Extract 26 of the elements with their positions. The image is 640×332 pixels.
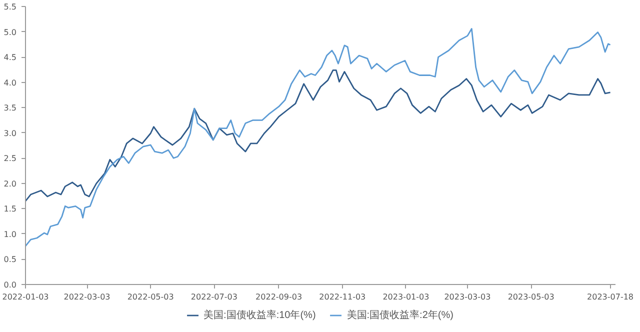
y-tick-label: 2.5 (4, 154, 17, 164)
y-tick-label: 2.0 (4, 179, 17, 188)
x-tick-label: 2023-01-03 (382, 292, 430, 302)
y-tick-label: 0.0 (4, 280, 17, 290)
y-tick-label: 5.5 (4, 2, 17, 12)
y-tick-label: 0.5 (4, 255, 17, 264)
x-tick-label: 2023-07-18 (587, 292, 634, 302)
line-series (26, 69, 611, 202)
line-series (26, 28, 611, 247)
x-tick-label: 2022-05-03 (127, 292, 174, 302)
legend-label: 美国:国债收益率:10年(%) (204, 308, 316, 322)
y-tick-label: 5.0 (4, 28, 17, 37)
x-tick-label: 2023-03-03 (444, 292, 491, 302)
y-tick-label: 4.5 (4, 53, 17, 62)
x-tick-label: 2022-03-03 (64, 292, 110, 302)
x-tick-label: 2022-09-03 (256, 292, 302, 302)
y-tick-label: 3.0 (4, 128, 17, 138)
y-tick-label: 3.5 (4, 104, 17, 113)
x-tick-label: 2022-01-03 (2, 292, 49, 302)
y-tick-label: 1.0 (4, 230, 17, 239)
y-tick-label: 4.0 (4, 78, 17, 88)
y-tick-label: 1.5 (4, 204, 17, 214)
x-tick-label: 2022-11-03 (319, 292, 366, 302)
legend-label: 美国:国债收益率:2年(%) (346, 308, 454, 322)
x-tick-label: 2023-05-03 (508, 292, 554, 302)
x-tick-label: 2022-07-03 (190, 292, 238, 302)
